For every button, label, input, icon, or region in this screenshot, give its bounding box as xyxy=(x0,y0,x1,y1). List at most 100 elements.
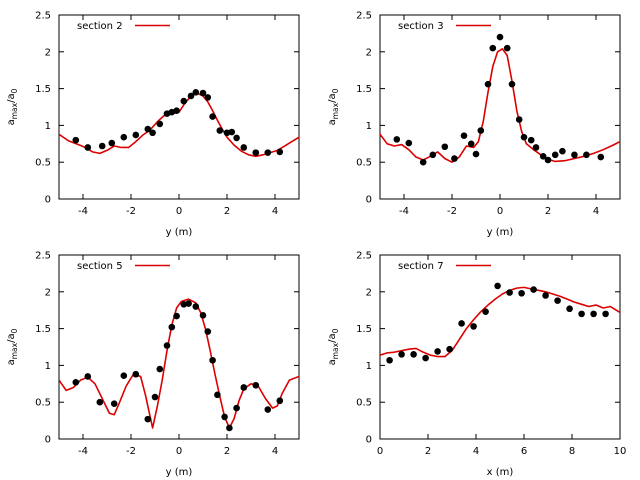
data-point xyxy=(240,384,248,391)
data-point xyxy=(503,44,511,52)
y-tick-label: 2 xyxy=(45,287,51,298)
data-point xyxy=(470,323,477,330)
data-point xyxy=(520,133,528,141)
data-point xyxy=(410,351,417,358)
y-axis-label-mid: /a xyxy=(6,333,17,343)
y-tick-label: 2 xyxy=(366,47,372,58)
y-axis-label-main: a xyxy=(6,119,17,125)
data-point xyxy=(508,80,516,88)
data-point xyxy=(446,345,453,353)
y-axis-label-mid: /a xyxy=(327,93,338,103)
data-point xyxy=(180,97,188,105)
data-point xyxy=(554,297,561,304)
y-tick-label: 0 xyxy=(45,435,51,446)
data-point xyxy=(163,342,171,349)
data-point xyxy=(515,116,523,123)
series-group xyxy=(59,298,299,432)
y-tick-label: 0 xyxy=(45,195,51,206)
y-axis-label-main: a xyxy=(327,359,338,365)
data-point xyxy=(233,134,240,142)
legend: section 3 xyxy=(398,21,491,32)
data-point xyxy=(539,153,547,160)
data-point xyxy=(434,348,441,355)
legend-label: section 2 xyxy=(77,21,123,32)
y-axis-label-sub1: max xyxy=(10,102,19,119)
data-point xyxy=(518,289,525,297)
data-point xyxy=(489,44,497,52)
data-point xyxy=(252,149,260,156)
data-point xyxy=(156,120,164,128)
data-point xyxy=(597,153,605,161)
data-point xyxy=(204,94,212,101)
data-point xyxy=(477,127,485,134)
data-point xyxy=(199,312,207,319)
data-point xyxy=(506,289,513,296)
data-point xyxy=(559,147,566,155)
y-tick-label: 1.5 xyxy=(356,84,372,95)
data-point xyxy=(226,424,233,432)
data-point xyxy=(451,155,458,162)
data-point xyxy=(192,88,200,96)
legend: section 2 xyxy=(77,21,170,32)
x-tick-label: -2 xyxy=(126,206,136,217)
y-tick-label: 1 xyxy=(45,121,51,132)
data-point xyxy=(393,136,401,143)
data-point xyxy=(405,139,413,147)
y-tick-label: 0 xyxy=(366,195,372,206)
legend-label: section 7 xyxy=(398,261,444,272)
data-point xyxy=(72,379,80,386)
data-point xyxy=(551,151,559,159)
data-point xyxy=(240,144,248,151)
y-tick-label: 2.5 xyxy=(356,11,372,22)
data-point xyxy=(422,354,429,362)
data-point xyxy=(532,144,540,151)
data-point xyxy=(460,132,468,139)
y-axis-label-main: a xyxy=(6,359,17,365)
data-point xyxy=(108,139,116,147)
x-tick-label: -2 xyxy=(126,446,136,457)
x-tick-label: 0 xyxy=(377,446,383,457)
data-point xyxy=(571,151,578,159)
x-tick-label: 6 xyxy=(521,446,527,457)
x-tick-label: 0 xyxy=(497,206,503,217)
x-tick-label: 4 xyxy=(473,446,479,457)
data-point xyxy=(441,143,449,151)
data-point xyxy=(132,131,140,139)
data-point xyxy=(149,129,156,137)
y-tick-label: 1.5 xyxy=(35,324,51,335)
x-tick-label: -4 xyxy=(399,206,409,217)
y-tick-label: 0.5 xyxy=(356,398,372,409)
y-tick-label: 2.5 xyxy=(35,11,51,22)
data-point xyxy=(192,303,200,310)
x-tick-label: 8 xyxy=(569,446,575,457)
model-line xyxy=(59,92,299,158)
data-point xyxy=(386,356,393,364)
data-point xyxy=(542,292,549,299)
legend: section 5 xyxy=(77,261,170,272)
data-point xyxy=(602,310,609,318)
data-point xyxy=(566,305,573,313)
y-axis-label: amax/a0 xyxy=(6,328,19,365)
y-axis-label-sub1: max xyxy=(331,342,340,359)
y-tick-label: 1 xyxy=(366,361,372,372)
x-axis-label: y (m) xyxy=(166,467,193,478)
data-point xyxy=(84,373,92,380)
y-axis-label: amax/a0 xyxy=(6,88,19,125)
data-point xyxy=(419,158,427,166)
data-point xyxy=(151,393,159,401)
y-tick-label: 0.5 xyxy=(35,398,51,409)
data-point xyxy=(583,151,590,159)
data-point xyxy=(96,398,104,406)
y-axis-label-sub2: 0 xyxy=(10,88,19,93)
x-tick-label: 2 xyxy=(545,206,551,217)
data-point xyxy=(132,370,140,378)
series-group xyxy=(59,88,299,158)
data-point xyxy=(590,310,597,318)
y-axis-label-main: a xyxy=(327,119,338,125)
data-point xyxy=(216,127,224,134)
data-point xyxy=(204,328,212,335)
x-tick-label: 2 xyxy=(224,446,230,457)
data-point xyxy=(173,107,180,114)
